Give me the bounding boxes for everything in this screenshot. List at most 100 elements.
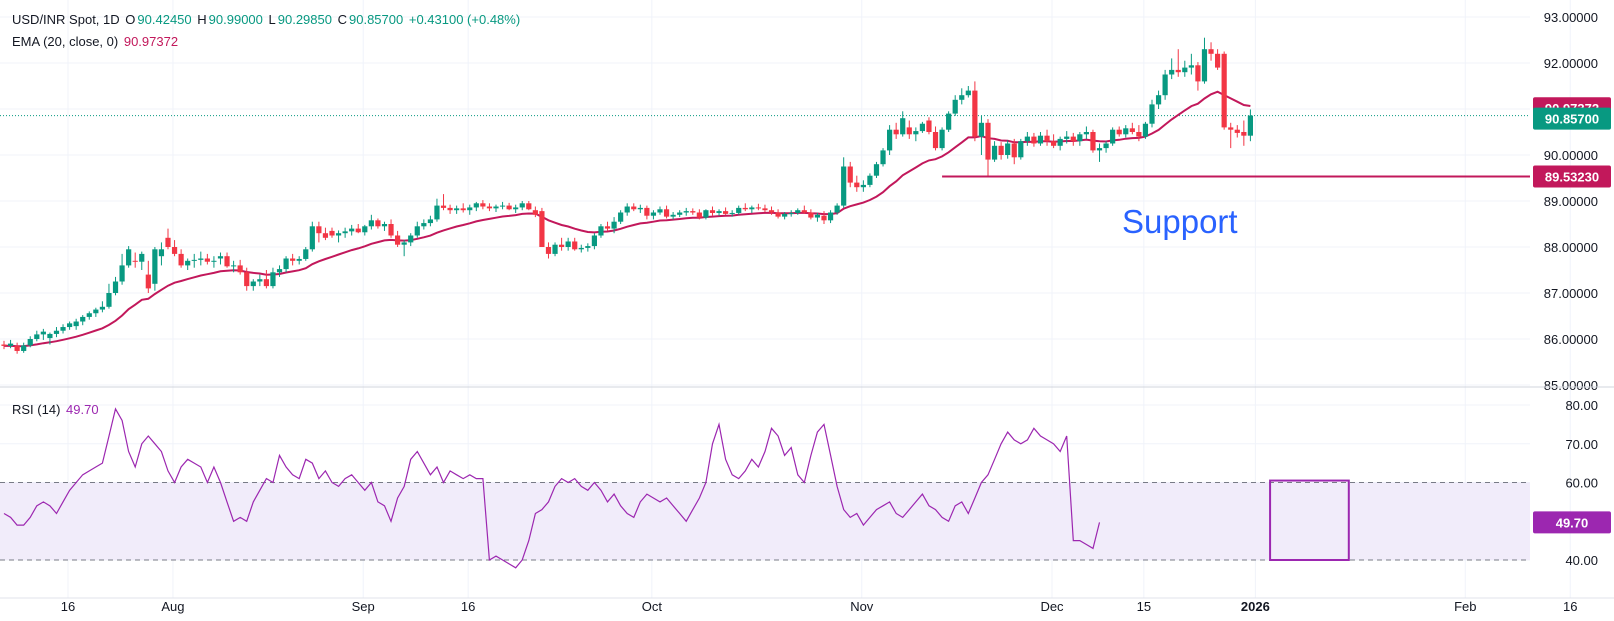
candle-body [703,210,709,218]
candle-body [480,203,486,207]
x-axis-tick-label: 15 [1137,599,1151,614]
candle [1175,49,1181,77]
candle-body [591,235,597,247]
candle [1116,126,1122,137]
candle [67,321,73,330]
candle [60,324,66,334]
candle-body [900,118,906,135]
candle-body [217,256,224,259]
candle [1103,141,1109,153]
candle [460,203,466,213]
candle-body [1,344,7,346]
candle [919,121,925,133]
candle-body [1175,69,1181,73]
candle-body [624,206,630,213]
candle [723,207,729,215]
candle-body [788,212,794,214]
candle-body [782,213,788,217]
candle [414,221,420,238]
candle-body [552,244,558,254]
candle [768,206,775,215]
candle [598,224,604,238]
candle [290,253,296,266]
candle-body [559,244,565,247]
candle-body [808,212,814,218]
candle-body [972,90,978,137]
rsi-value-tag: 49.70 [1533,511,1611,534]
candle [1155,90,1162,109]
candle [519,201,525,211]
candle [539,207,545,247]
candle [47,332,53,345]
candle-body [303,249,309,259]
candle-body [493,206,499,209]
candle-body [414,226,420,236]
candle [1136,125,1142,142]
candle-body [270,272,276,287]
candle [801,205,807,214]
candle [913,127,919,142]
candle-body [709,210,716,213]
candle-body [322,233,329,238]
candle [244,267,250,291]
candle-body [231,265,237,267]
candle-body [178,253,184,266]
legend-ohlc: USD/INR Spot, 1D O 90.42450 H 90.99000 L 90… [12,12,522,27]
candle [677,210,683,218]
price-axis-tick-label: 93.00000 [1544,10,1598,25]
candle-body [1136,132,1142,137]
legend-ema-label: EMA (20, close, 0) [12,34,119,49]
candle [1037,132,1044,146]
candle [440,194,447,211]
legend-high-label: H [197,12,207,27]
candle [736,205,742,215]
candle [1011,138,1017,165]
candle [1215,49,1221,70]
candle-body [86,313,92,317]
candle [526,201,532,211]
candle [421,219,427,230]
candle-body [401,242,407,245]
x-axis-tick-label: Nov [850,599,874,614]
candle [86,311,92,320]
candle-body [1005,143,1011,155]
candle [368,214,374,230]
rsi-highlight-box [1269,479,1350,561]
candle [873,161,880,178]
candle [716,209,722,216]
candle [1031,132,1037,147]
candle-body [1090,132,1096,151]
candle-body [847,166,853,183]
candle [1090,129,1096,153]
candle-body [1083,132,1089,135]
candle-body [1103,143,1109,149]
legend-rsi: RSI (14) 49.70 [12,402,101,417]
candle [952,95,958,116]
candle [572,237,578,251]
candle [827,210,834,224]
candle-body [729,212,735,214]
candle-body [473,203,479,208]
candle-body [749,207,755,210]
candle [644,205,650,220]
candle-body [532,210,538,215]
candle [499,201,506,210]
candle [985,119,991,176]
candle-body [1116,129,1122,135]
candle-body [434,205,440,220]
candle [401,240,407,257]
candle [1201,37,1208,84]
x-axis-tick-label: Feb [1454,599,1476,614]
candle [14,342,20,354]
candle-body [191,259,197,261]
candle-body [854,182,860,188]
candle-body [296,258,302,261]
candle-body [427,219,433,224]
candle-body [795,210,801,213]
price-axis-tick-label: 92.00000 [1544,56,1598,71]
candle-body [152,249,158,284]
candle [854,175,860,192]
candle [847,161,853,188]
candle-body [204,258,210,262]
candle-body [926,120,932,132]
